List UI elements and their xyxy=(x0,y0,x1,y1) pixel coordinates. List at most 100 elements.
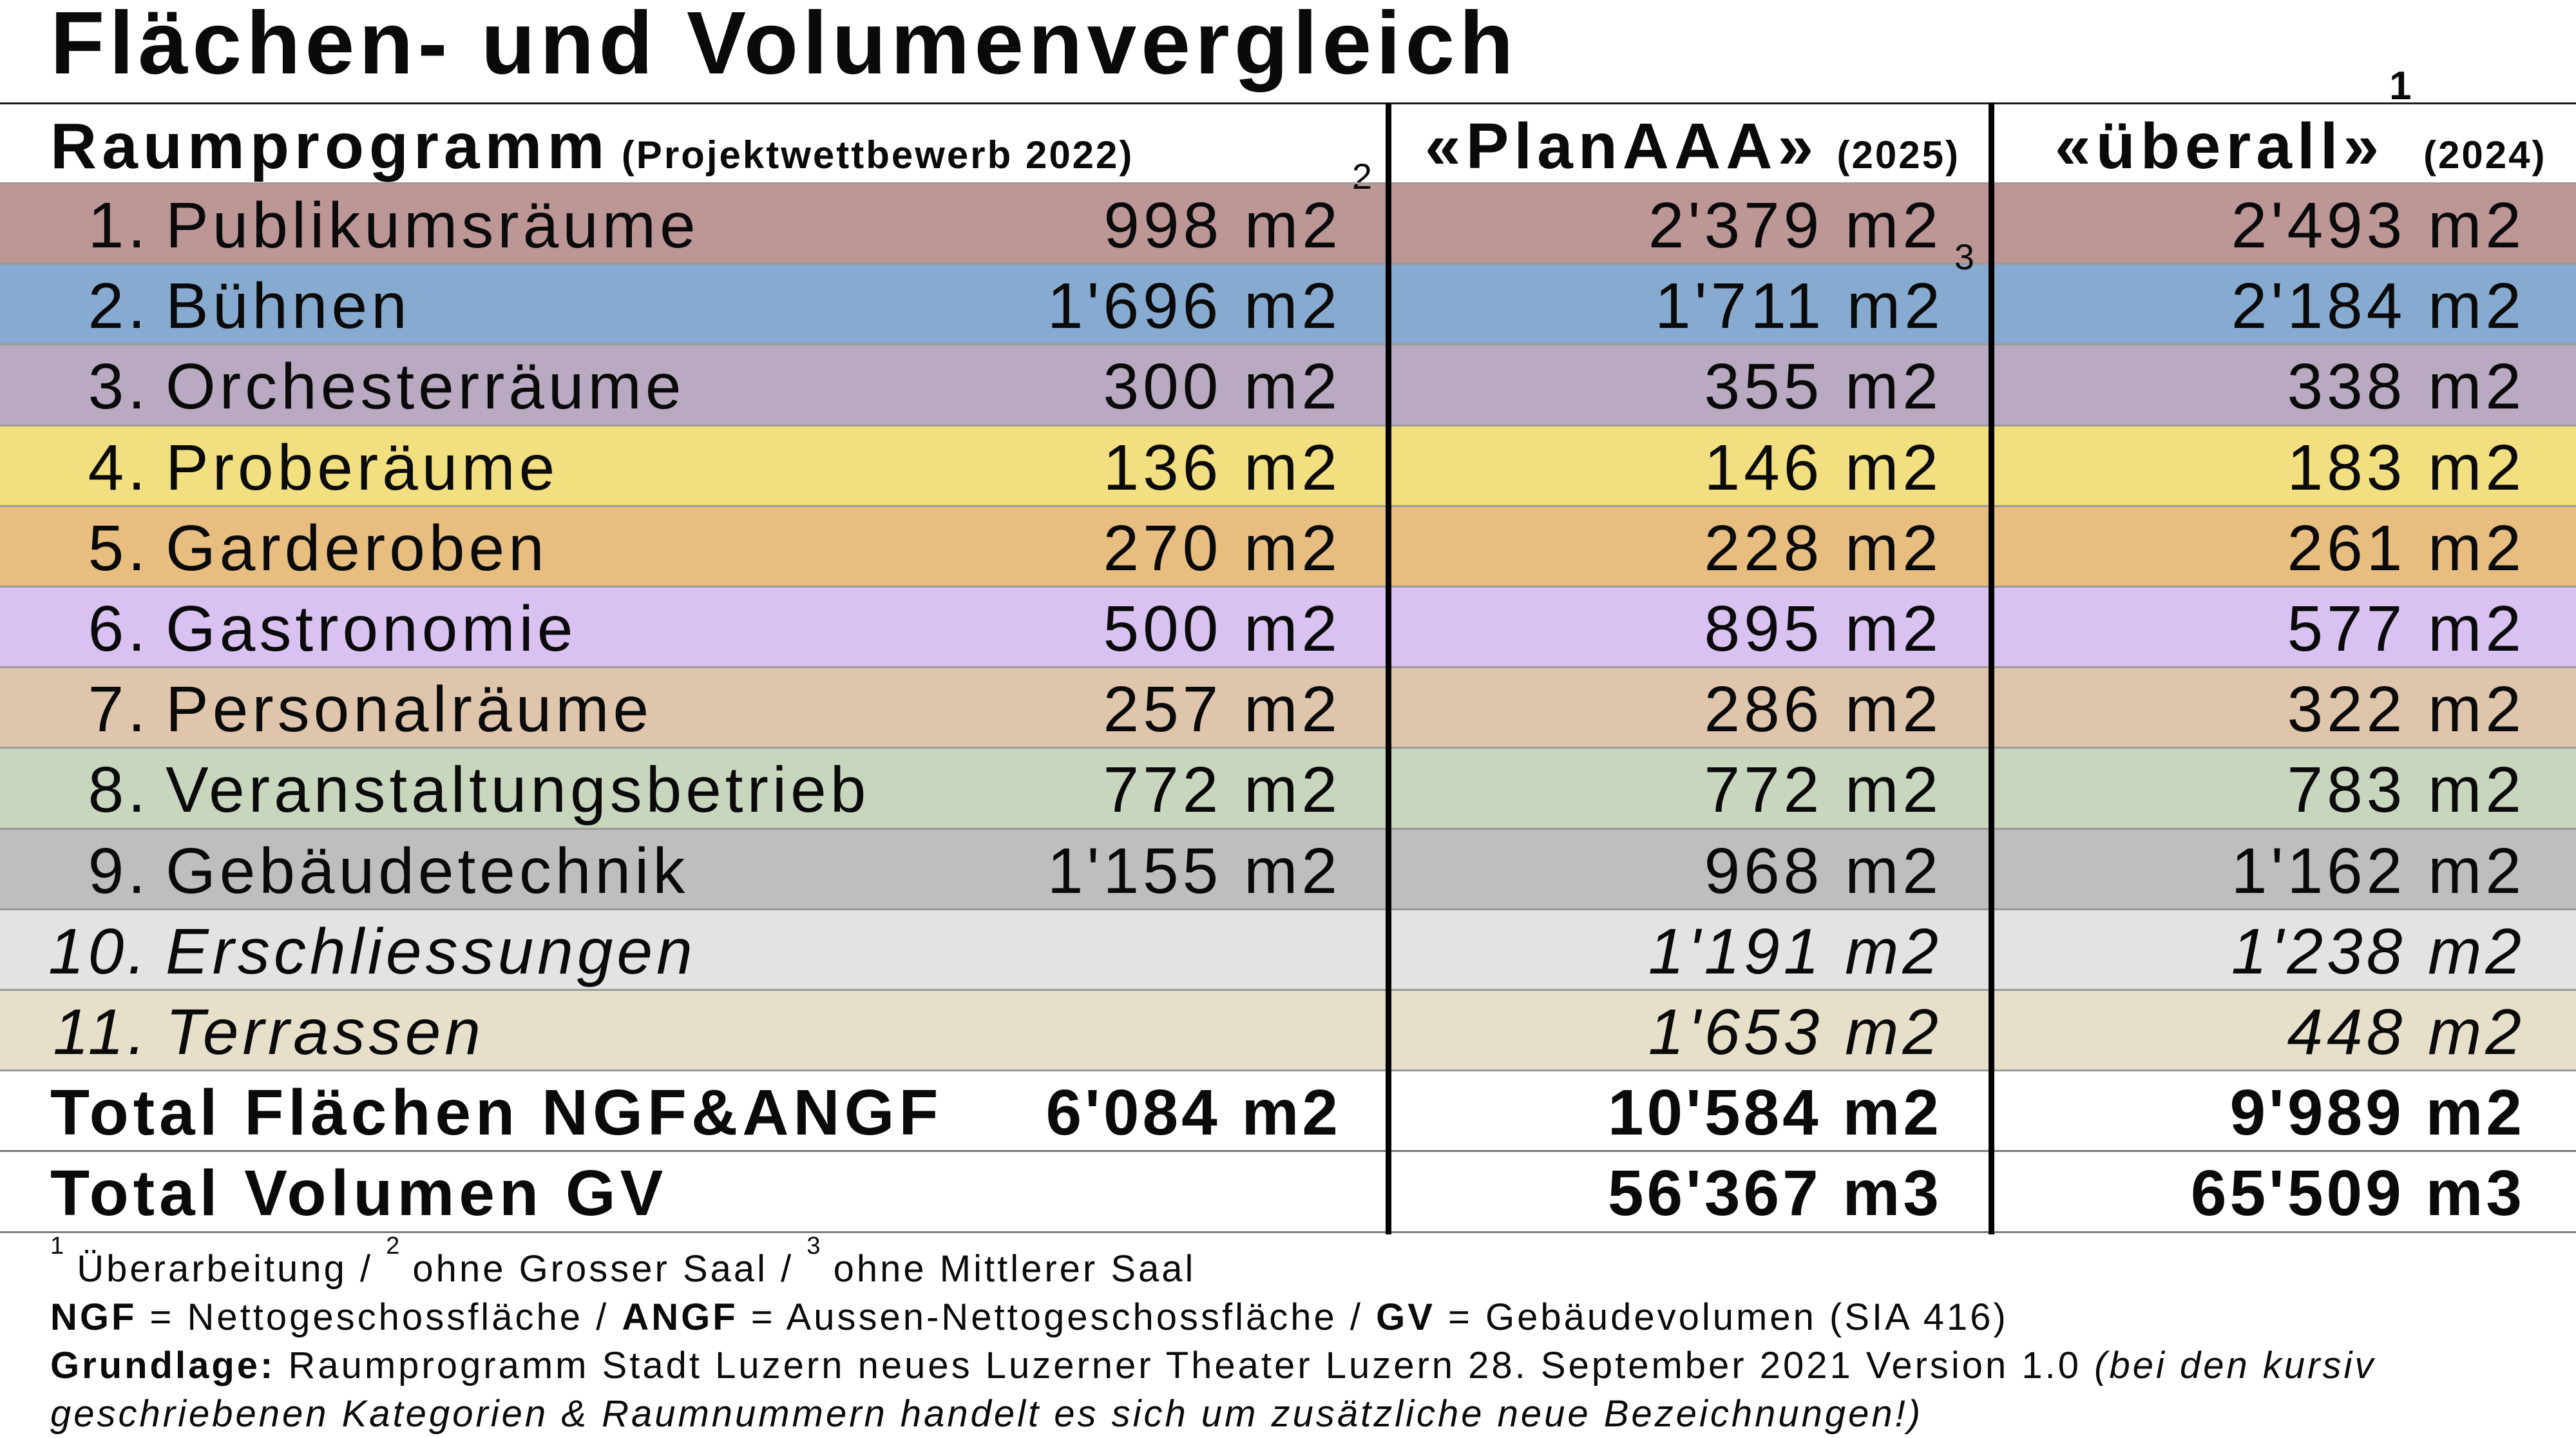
footnote-source-cont: geschriebenen Kategorien & Raumnummern h… xyxy=(50,1392,1923,1435)
source-note-start: (bei den kursiv xyxy=(2094,1345,2376,1386)
header-col1: Raumprogramm (Projektwettbewerb 2022) xyxy=(50,103,1134,184)
row-separator xyxy=(0,424,2576,427)
table-row: 6. Gastronomie 500 m2 895 m2 577 m2 xyxy=(0,588,2576,668)
value-text: 2'493 m2 xyxy=(2231,189,2525,262)
total-separator xyxy=(0,1231,2576,1233)
row-value-v1: 772 m2 xyxy=(1103,749,1341,829)
value-text: 286 m2 xyxy=(1704,673,1942,746)
value-text: 500 m2 xyxy=(1103,593,1341,665)
value-text: 577 m2 xyxy=(2287,593,2525,665)
table-row: 8. Veranstaltungsbetrieb 772 m2 772 m2 783 m… xyxy=(0,749,2576,829)
row-name: Personalräume xyxy=(166,673,653,746)
table-row: 4. Proberäume 136 m2 146 m2 183 m2 xyxy=(0,426,2576,507)
row-value-v2: 1'191 m2 xyxy=(1648,910,1942,991)
table-row: 10. Erschliessungen 1'191 m2 1'238 m2 xyxy=(0,910,2576,989)
row-value-v1: 257 m2 xyxy=(1103,668,1341,749)
row-separator xyxy=(0,908,2576,910)
value-text: 270 m2 xyxy=(1103,512,1341,584)
value-text: 136 m2 xyxy=(1103,431,1341,504)
row-value-v3: 261 m2 xyxy=(2287,507,2525,588)
row-name: Terrassen xyxy=(166,996,484,1068)
row-value-v1: 136 m2 xyxy=(1103,427,1341,507)
header-col2: «PlanAAA» (2025) xyxy=(1425,103,1960,184)
row-name: Proberäume xyxy=(166,431,559,504)
table-row: 11. Terrassen 1'653 m2 448 m2 xyxy=(0,991,2576,1071)
value-text: 261 m2 xyxy=(2287,512,2525,584)
row-value-v1: 300 m2 xyxy=(1103,345,1341,426)
header-col3-footnote-mark: 1 xyxy=(2389,64,2412,108)
header-col2-sub: (2025) xyxy=(1837,133,1960,177)
footnote-mark: 3 xyxy=(1954,236,1974,278)
row-name: Gastronomie xyxy=(166,593,577,665)
row-number: 7. xyxy=(88,673,149,746)
row-number: 6. xyxy=(88,593,149,665)
abbr-angf: ANGF xyxy=(622,1296,738,1338)
row-value-v3: 322 m2 xyxy=(2287,668,2525,749)
value-text: 228 m2 xyxy=(1704,512,1942,584)
value-text: 146 m2 xyxy=(1704,431,1942,504)
header-col3-sub: (2024) xyxy=(2423,133,2547,177)
value-text: 338 m2 xyxy=(2287,350,2525,423)
row-value-v3: 577 m2 xyxy=(2287,588,2525,668)
total-label: Total Flächen NGF&ANGF xyxy=(50,1077,943,1149)
row-label: 2. Bühnen xyxy=(0,265,1379,345)
total-value-v1: 6'084 m2 xyxy=(1045,1077,1341,1149)
row-label: 9. Gebäudetechnik xyxy=(0,830,1379,910)
footnote-1-mark-3: 3 xyxy=(806,1232,821,1260)
total-row: Total Volumen GV 56'367 m3 65'509 m3 xyxy=(0,1152,2576,1233)
value-text: 183 m2 xyxy=(2287,431,2525,504)
value-text: 772 m2 xyxy=(1103,754,1341,827)
abbr-ngf: NGF xyxy=(50,1296,137,1338)
row-value-v3: 1'238 m2 xyxy=(2231,910,2525,991)
column-divider-2 xyxy=(1989,103,1994,1234)
row-number: 8. xyxy=(88,754,149,827)
page-title: Flächen- und Volumenvergleich xyxy=(50,0,1518,93)
footnote-1-mark-1: 1 xyxy=(50,1232,64,1260)
footnote-1-text-2: ohne Grosser Saal / xyxy=(399,1248,807,1290)
abbr-ngf-def: = Nettogeschossfläche / xyxy=(137,1296,622,1338)
row-value-v2: 146 m2 xyxy=(1704,427,1942,507)
row-value-v1: 998 m22 xyxy=(1103,158,1372,265)
row-value-v1: 500 m2 xyxy=(1103,588,1341,668)
value-text: 1'711 m2 xyxy=(1655,270,1944,343)
row-label: 11. Terrassen xyxy=(0,991,1379,1071)
row-value-v2: 2'379 m2 xyxy=(1648,184,1942,265)
row-separator xyxy=(0,504,2576,507)
row-value-v2: 228 m2 xyxy=(1704,507,1942,588)
row-label: 3. Orchesterräume xyxy=(0,345,1379,426)
row-separator xyxy=(0,1069,2576,1072)
table-row: 3. Orchesterräume 300 m2 355 m2 338 m2 xyxy=(0,345,2576,426)
row-name: Erschliessungen xyxy=(166,915,696,988)
value-text: 300 m2 xyxy=(1103,350,1341,423)
row-value-v3: 1'162 m2 xyxy=(2231,830,2525,910)
total-separator xyxy=(0,1150,2576,1153)
row-separator xyxy=(0,747,2576,749)
row-value-v1: 270 m2 xyxy=(1103,507,1341,588)
total-row: Total Flächen NGF&ANGF 6'084 m2 10'584 m2 9… xyxy=(0,1071,2576,1153)
value-text: 1'191 m2 xyxy=(1648,915,1942,988)
row-value-v1: 1'696 m2 xyxy=(1047,265,1341,345)
footnote-1-text-3: ohne Mittlerer Saal xyxy=(820,1248,1196,1290)
source-label: Grundlage: xyxy=(50,1345,276,1386)
value-text: 322 m2 xyxy=(2287,673,2525,746)
total-value-v3: 65'509 m3 xyxy=(2190,1157,2525,1230)
value-text: 968 m2 xyxy=(1704,834,1942,907)
header-col2-title: «PlanAAA» xyxy=(1425,110,1819,182)
table-top-rule xyxy=(0,102,2576,104)
footnote-mark: 2 xyxy=(1351,156,1372,197)
row-label: 7. Personalräume xyxy=(0,668,1379,749)
row-number: 1. xyxy=(88,189,149,262)
value-text: 257 m2 xyxy=(1103,673,1341,746)
row-value-v3: 183 m2 xyxy=(2287,427,2525,507)
row-name: Veranstaltungsbetrieb xyxy=(166,754,870,827)
row-value-v3: 338 m2 xyxy=(2287,345,2525,426)
footnote-1: 1 Überarbeitung / 2 ohne Grosser Saal / … xyxy=(50,1234,1196,1290)
value-text: 448 m2 xyxy=(2287,996,2525,1068)
row-number: 9. xyxy=(88,834,149,907)
row-value-v3: 2'493 m2 xyxy=(2231,184,2525,265)
row-value-v2: 1'653 m2 xyxy=(1648,991,1942,1071)
total-value-v2: 56'367 m3 xyxy=(1607,1157,1942,1230)
row-value-v3: 2'184 m2 xyxy=(2231,265,2525,345)
abbr-gv: GV xyxy=(1376,1296,1435,1338)
header-separator xyxy=(0,182,2576,184)
